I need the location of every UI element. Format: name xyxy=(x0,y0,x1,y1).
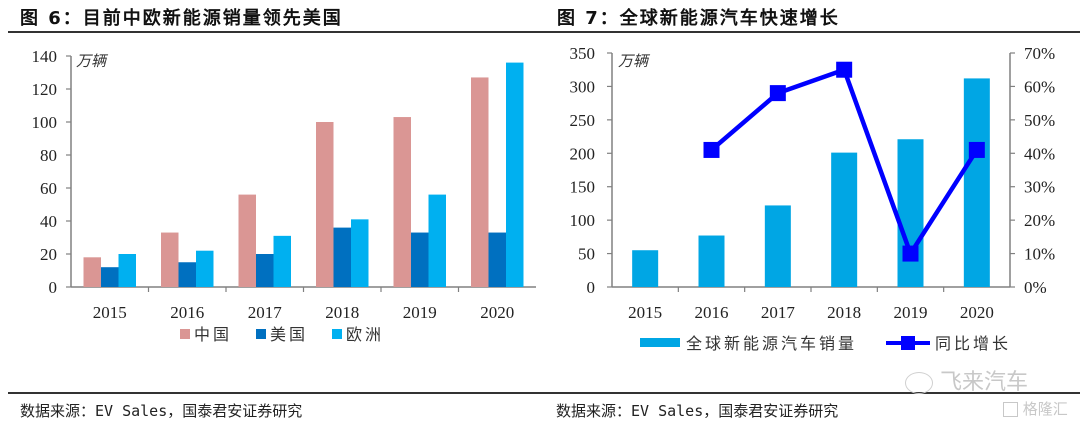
bar-europe xyxy=(351,219,369,287)
x-tick-label: 2018 xyxy=(325,303,359,322)
bar-usa xyxy=(101,267,119,287)
y-tick-label: 50 xyxy=(578,245,595,264)
y-tick-label: 150 xyxy=(570,178,596,197)
y-tick-label: 140 xyxy=(32,47,58,66)
bar-europe xyxy=(428,194,446,287)
y-tick-label: 350 xyxy=(570,44,596,63)
figure-7-source: 数据来源：EV Sales，国泰君安证券研究 xyxy=(556,402,839,420)
x-tick-label: 2017 xyxy=(248,303,283,322)
title-rule-left xyxy=(8,31,540,33)
y-tick-label: 20 xyxy=(40,245,57,264)
bar-usa xyxy=(411,232,429,287)
legend-swatch-global-sales xyxy=(640,338,680,347)
y-unit-label: 万辆 xyxy=(618,53,651,70)
footer-rule xyxy=(8,392,1080,394)
bar-europe xyxy=(273,235,291,287)
bar-usa xyxy=(178,262,196,287)
legend-swatch-china xyxy=(180,329,190,339)
y-tick-label: 100 xyxy=(32,113,58,132)
yoy-marker xyxy=(836,61,853,78)
bar-europe xyxy=(196,250,214,287)
x-tick-label: 2019 xyxy=(403,303,437,322)
bar-global-sales xyxy=(632,250,659,287)
figure-7-title: 图 7：全球新能源汽车快速增长 xyxy=(557,8,840,29)
y-tick-label: 200 xyxy=(570,144,596,163)
wechat-icon xyxy=(905,372,933,394)
x-tick-label: 2017 xyxy=(761,303,796,322)
bar-global-sales xyxy=(897,139,924,287)
y-unit-label: 万辆 xyxy=(76,53,109,70)
bar-europe xyxy=(506,62,524,287)
bar-china xyxy=(83,257,101,287)
legend-label: 中国 xyxy=(194,326,232,344)
legend-label: 美国 xyxy=(270,326,308,344)
y2-tick-label: 10% xyxy=(1024,245,1055,264)
legend-label: 欧洲 xyxy=(346,326,384,344)
bar-europe xyxy=(118,254,136,287)
bar-usa xyxy=(256,254,274,287)
wechat-watermark: 飞来汽车 xyxy=(905,364,1028,396)
figure-6-source: 数据来源：EV Sales，国泰君安证券研究 xyxy=(20,402,303,420)
x-tick-label: 2020 xyxy=(960,303,994,322)
global-nev-sales-chart: 0 50 100 150 200 250 300 350 0% 10% 20% 30% 40% 50% 60… xyxy=(570,44,1056,353)
x-tick-label: 2019 xyxy=(894,303,928,322)
legend-swatch-usa xyxy=(256,329,266,339)
y-tick-label: 300 xyxy=(570,77,596,96)
y-tick-label: 0 xyxy=(49,278,58,297)
y-tick-label: 60 xyxy=(40,179,57,198)
wechat-account-name: 飞来汽车 xyxy=(940,370,1029,395)
y-tick-label: 250 xyxy=(570,111,596,130)
china-us-europe-sales-chart: 0 20 40 60 80 100 120 140 万辆 2015 2016 2017 2018 2019… xyxy=(32,47,536,344)
legend-label: 同比增长 xyxy=(935,335,1011,353)
y2-tick-label: 50% xyxy=(1024,111,1055,130)
x-tick-label: 2016 xyxy=(170,303,204,322)
bar-global-sales xyxy=(831,152,858,287)
y-tick-label: 40 xyxy=(40,212,57,231)
y-tick-label: 80 xyxy=(40,146,57,165)
bar-usa xyxy=(488,232,506,287)
x-tick-label: 2018 xyxy=(827,303,861,322)
y-tick-label: 120 xyxy=(32,80,58,99)
brand-logo-icon xyxy=(1003,402,1018,417)
legend-swatch-yoy-marker xyxy=(901,336,915,350)
y2-tick-label: 70% xyxy=(1024,44,1055,63)
bar-china xyxy=(161,232,179,287)
yoy-marker xyxy=(703,141,720,158)
y2-tick-label: 60% xyxy=(1024,77,1055,96)
bar-global-sales xyxy=(764,205,791,287)
legend-swatch-europe xyxy=(332,329,342,339)
x-tick-label: 2020 xyxy=(480,303,514,322)
bar-china xyxy=(316,122,334,287)
y2-tick-label: 40% xyxy=(1024,144,1055,163)
figure-6-title: 图 6：目前中欧新能源销量领先美国 xyxy=(20,8,343,29)
brand-name: 格隆汇 xyxy=(1022,400,1068,418)
bar-china xyxy=(238,194,256,287)
yoy-marker xyxy=(968,141,985,158)
bar-china xyxy=(471,77,489,287)
yoy-marker xyxy=(769,85,786,102)
legend-label: 全球新能源汽车销量 xyxy=(686,335,857,353)
bar-global-sales xyxy=(698,235,725,287)
y2-tick-label: 0% xyxy=(1024,278,1047,297)
bar-china xyxy=(393,117,411,287)
y2-tick-label: 30% xyxy=(1024,178,1055,197)
y-tick-label: 100 xyxy=(570,211,596,230)
x-tick-label: 2015 xyxy=(93,303,127,322)
yoy-marker xyxy=(902,245,919,262)
x-tick-label: 2015 xyxy=(628,303,662,322)
bar-usa xyxy=(333,227,351,287)
bar-global-sales xyxy=(963,78,990,287)
x-tick-label: 2016 xyxy=(695,303,729,322)
brand-watermark: 格隆汇 xyxy=(1003,398,1068,419)
title-rule-right xyxy=(540,31,1080,33)
y-tick-label: 0 xyxy=(587,278,596,297)
y2-tick-label: 20% xyxy=(1024,211,1055,230)
